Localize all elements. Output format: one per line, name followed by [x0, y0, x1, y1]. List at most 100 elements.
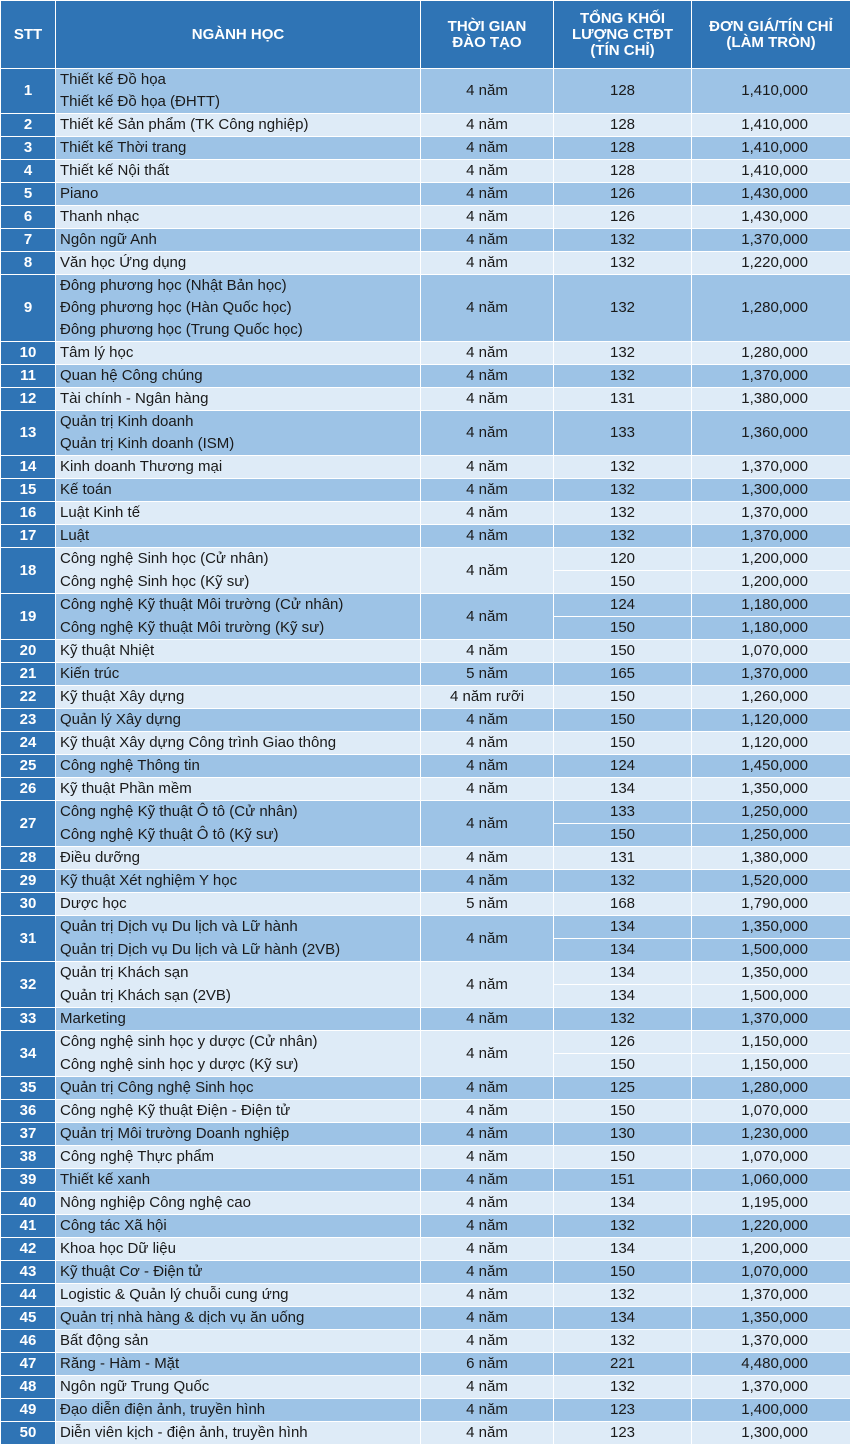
- nganh-name: Kiến trúc: [60, 663, 420, 685]
- row-thoi-gian: 4 năm: [421, 755, 554, 778]
- row-don-gia: 1,350,000: [692, 916, 850, 939]
- nganh-name: Răng - Hàm - Mặt: [60, 1353, 420, 1375]
- row-nganh-hoc: Quản trị Công nghệ Sinh học: [56, 1077, 421, 1100]
- row-tin-chi: 150: [554, 571, 692, 594]
- row-tin-chi: 150: [554, 1054, 692, 1077]
- row-stt: 23: [1, 709, 56, 732]
- nganh-name: Quản trị Kinh doanh: [60, 411, 420, 433]
- row-stt: 31: [1, 916, 56, 962]
- row-tin-chi: 134: [554, 1192, 692, 1215]
- nganh-name: Quản trị Công nghệ Sinh học: [60, 1077, 420, 1099]
- nganh-name: Công nghệ Thông tin: [60, 755, 420, 777]
- row-stt: 15: [1, 479, 56, 502]
- row-tin-chi: 132: [554, 275, 692, 342]
- row-thoi-gian: 6 năm: [421, 1353, 554, 1376]
- row-thoi-gian: 4 năm: [421, 502, 554, 525]
- row-don-gia: 1,370,000: [692, 1376, 850, 1399]
- row-stt: 32: [1, 962, 56, 1008]
- row-tin-chi: 134: [554, 985, 692, 1008]
- header-tong-tin-chi: TỔNG KHỐI LƯỢNG CTĐT (TÍN CHỈ): [554, 1, 692, 69]
- row-stt: 28: [1, 847, 56, 870]
- row-don-gia: 1,280,000: [692, 1077, 850, 1100]
- row-don-gia: 1,370,000: [692, 1330, 850, 1353]
- row-don-gia: 1,195,000: [692, 1192, 850, 1215]
- row-nganh-hoc: Bất động sản: [56, 1330, 421, 1353]
- row-nganh-hoc: Quản trị Dịch vụ Du lịch và Lữ hành (2VB…: [56, 939, 421, 962]
- row-stt: 43: [1, 1261, 56, 1284]
- nganh-name: Quản trị Môi trường Doanh nghiệp: [60, 1123, 420, 1145]
- row-nganh-hoc: Tâm lý học: [56, 342, 421, 365]
- row-tin-chi: 130: [554, 1123, 692, 1146]
- row-don-gia: 1,230,000: [692, 1123, 850, 1146]
- row-thoi-gian: 4 năm: [421, 206, 554, 229]
- nganh-name: Thiết kế Thời trang: [60, 137, 420, 159]
- row-thoi-gian: 4 năm: [421, 160, 554, 183]
- row-stt: 27: [1, 801, 56, 847]
- row-don-gia: 1,410,000: [692, 137, 850, 160]
- row-don-gia: 1,450,000: [692, 755, 850, 778]
- row-nganh-hoc: Văn học Ứng dụng: [56, 252, 421, 275]
- nganh-name: Kế toán: [60, 479, 420, 501]
- nganh-name: Điều dưỡng: [60, 847, 420, 869]
- row-tin-chi: 132: [554, 870, 692, 893]
- row-stt: 5: [1, 183, 56, 206]
- row-thoi-gian: 5 năm: [421, 893, 554, 916]
- row-tin-chi: 124: [554, 755, 692, 778]
- row-thoi-gian: 4 năm: [421, 1192, 554, 1215]
- header-stt: STT: [1, 1, 56, 69]
- row-nganh-hoc: Piano: [56, 183, 421, 206]
- nganh-name: Diễn viên kịch - điện ảnh, truyền hình: [60, 1422, 420, 1444]
- row-tin-chi: 150: [554, 1146, 692, 1169]
- row-nganh-hoc: Kinh doanh Thương mại: [56, 456, 421, 479]
- row-tin-chi: 132: [554, 1008, 692, 1031]
- row-nganh-hoc: Kiến trúc: [56, 663, 421, 686]
- row-tin-chi: 128: [554, 69, 692, 114]
- row-don-gia: 1,410,000: [692, 114, 850, 137]
- row-thoi-gian: 4 năm: [421, 962, 554, 1008]
- row-stt: 49: [1, 1399, 56, 1422]
- nganh-name: Kỹ thuật Xây dựng Công trình Giao thông: [60, 732, 420, 754]
- row-thoi-gian: 4 năm: [421, 229, 554, 252]
- nganh-name: Quản trị nhà hàng & dịch vụ ăn uống: [60, 1307, 420, 1329]
- row-nganh-hoc: Công nghệ Kỹ thuật Môi trường (Kỹ sư): [56, 617, 421, 640]
- row-tin-chi: 165: [554, 663, 692, 686]
- row-don-gia: 1,370,000: [692, 1008, 850, 1031]
- nganh-name: Thiết kế Đồ họa (ĐHTT): [60, 91, 420, 113]
- nganh-name: Quản lý Xây dựng: [60, 709, 420, 731]
- row-tin-chi: 126: [554, 206, 692, 229]
- nganh-name: Ngôn ngữ Trung Quốc: [60, 1376, 420, 1398]
- nganh-name: Đông phương học (Trung Quốc học): [60, 319, 420, 341]
- row-don-gia: 1,380,000: [692, 847, 850, 870]
- row-nganh-hoc: Quản trị Khách sạn: [56, 962, 421, 985]
- row-nganh-hoc: Công nghệ Sinh học (Kỹ sư): [56, 571, 421, 594]
- row-thoi-gian: 4 năm: [421, 69, 554, 114]
- row-thoi-gian: 4 năm: [421, 365, 554, 388]
- row-nganh-hoc: Quản trị Khách sạn (2VB): [56, 985, 421, 1008]
- row-don-gia: 1,150,000: [692, 1054, 850, 1077]
- row-thoi-gian: 4 năm: [421, 275, 554, 342]
- nganh-name: Đông phương học (Nhật Bản học): [60, 275, 420, 297]
- header-don-gia-tin-chi: ĐƠN GIÁ/TÍN CHỈ (LÀM TRÒN): [692, 1, 850, 69]
- row-tin-chi: 150: [554, 1100, 692, 1123]
- nganh-name: Đạo diễn điện ảnh, truyền hình: [60, 1399, 420, 1421]
- row-thoi-gian: 4 năm: [421, 1330, 554, 1353]
- nganh-name: Thiết kế Đồ họa: [60, 69, 420, 91]
- nganh-name: Công nghệ Thực phẩm: [60, 1146, 420, 1168]
- nganh-name: Thiết kế Sản phẩm (TK Công nghiệp): [60, 114, 420, 136]
- row-don-gia: 1,350,000: [692, 1307, 850, 1330]
- nganh-name: Nông nghiệp Công nghệ cao: [60, 1192, 420, 1214]
- row-stt: 36: [1, 1100, 56, 1123]
- row-stt: 14: [1, 456, 56, 479]
- row-nganh-hoc: Kỹ thuật Nhiệt: [56, 640, 421, 663]
